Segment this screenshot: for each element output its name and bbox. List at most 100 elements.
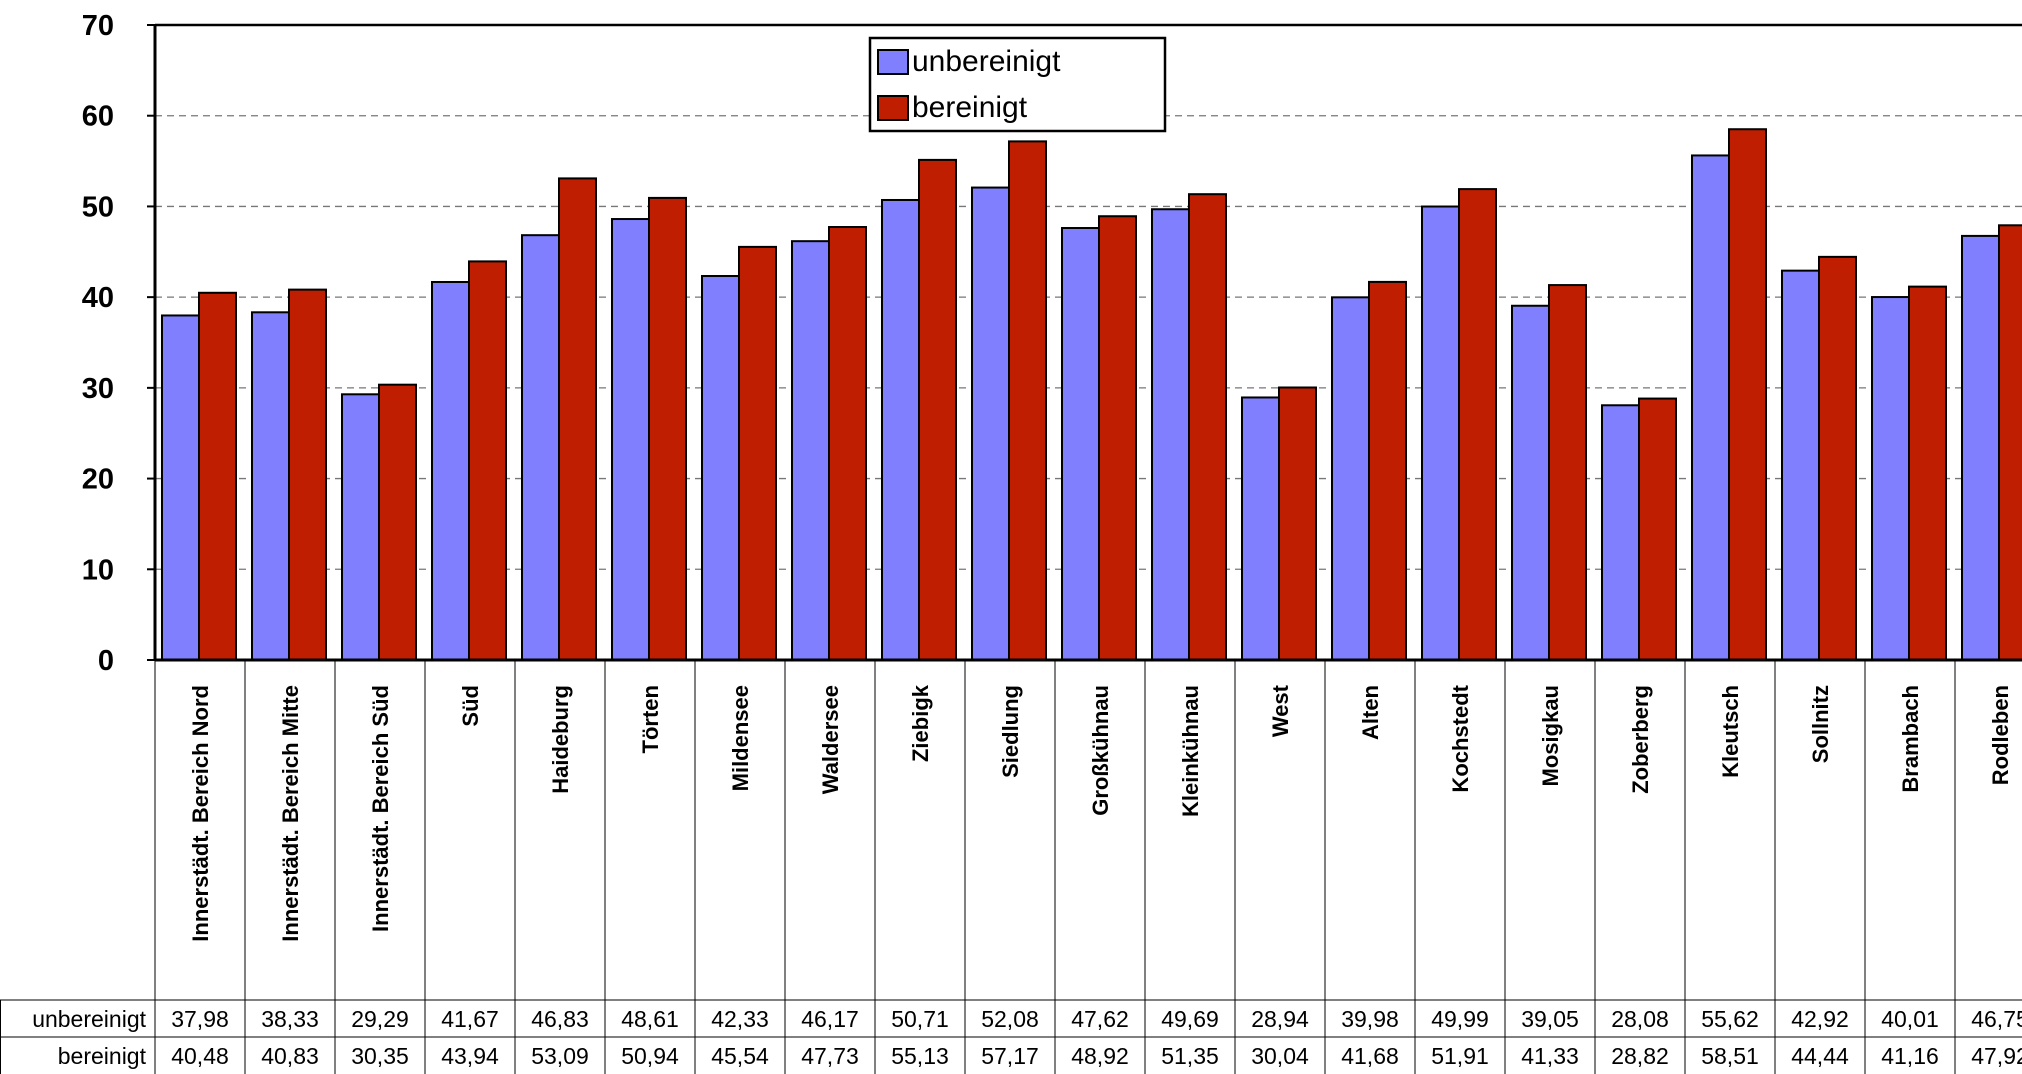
bar-bereinigt [468,260,507,661]
bar-bereinigt [288,288,327,661]
bar-bereinigt [1818,255,1857,661]
bar-unbereinigt [341,393,380,661]
table-cell-unbereinigt: 40,01 [1881,1006,1939,1032]
bar-unbereinigt [521,234,560,661]
bar-unbereinigt [1151,208,1190,661]
table-cell-unbereinigt: 49,99 [1431,1006,1489,1032]
bar-bereinigt [1638,397,1677,661]
table-cell-unbereinigt: 50,71 [891,1006,949,1032]
table-cell-unbereinigt: 38,33 [261,1006,319,1032]
bar-unbereinigt [1691,154,1730,661]
category-labels: Innerstädt. Bereich Nord Innerstädt. Bere… [188,684,2013,941]
bar-unbereinigt [1061,227,1100,661]
bar-unbereinigt [161,314,200,661]
table-cell-bereinigt: 55,13 [891,1043,949,1069]
y-tick-label: 10 [82,554,114,586]
category-label: Kleinkühnau [1178,685,1203,817]
y-axis: 0 10 20 30 40 50 60 70 [82,10,155,677]
category-label: Großkühnau [1088,685,1113,816]
table-cell-bereinigt: 58,51 [1701,1043,1759,1069]
bar-unbereinigt [1421,205,1460,661]
table-cell-bereinigt: 45,54 [711,1043,769,1069]
table-cell-bereinigt: 30,04 [1251,1043,1309,1069]
bar-unbereinigt [1241,396,1280,661]
bar-unbereinigt [1511,304,1550,661]
bar-unbereinigt [431,280,470,661]
y-tick-label: 40 [82,282,114,314]
table-cell-unbereinigt: 46,75 [1971,1006,2022,1032]
y-tick-label: 0 [98,645,114,677]
bar-bereinigt [1008,140,1047,662]
category-label: Kleutsch [1718,685,1743,778]
table-cell-unbereinigt: 48,61 [621,1006,679,1032]
bar-unbereinigt [1871,296,1910,661]
bar-unbereinigt [611,218,650,661]
table-cell-bereinigt: 53,09 [531,1043,589,1069]
y-tick-label: 20 [82,464,114,496]
table-cell-unbereinigt: 39,98 [1341,1006,1399,1032]
category-label: Zoberberg [1628,685,1653,794]
table-cell-unbereinigt: 42,92 [1791,1006,1849,1032]
category-label: Waldersee [818,685,843,794]
bar-bereinigt [1998,224,2022,661]
category-label: Innerstädt. Bereich Nord [188,685,213,942]
category-label: Rodleben [1988,685,2013,785]
table-cell-unbereinigt: 55,62 [1701,1006,1759,1032]
table-cell-bereinigt: 41,16 [1881,1043,1939,1069]
table-row-label-unbereinigt: unbereinigt [32,1006,146,1032]
legend-label-unbereinigt: unbereinigt [912,45,1061,78]
bar-bereinigt [738,245,777,661]
bar-unbereinigt [971,186,1010,661]
bar-bereinigt [1458,188,1497,661]
table-cell-bereinigt: 57,17 [981,1043,1039,1069]
bar-bereinigt [558,177,597,661]
table-cell-unbereinigt: 42,33 [711,1006,769,1032]
table-cell-unbereinigt: 39,05 [1521,1006,1579,1032]
plot-frame [153,23,2022,662]
category-label: Brambach [1898,685,1923,793]
category-label: Ziebigk [908,684,933,762]
bar-unbereinigt [881,198,920,661]
category-label: Innerstädt. Bereich Mitte [278,685,303,942]
category-label: Kochstedt [1448,684,1473,792]
table-cell-unbereinigt: 49,69 [1161,1006,1219,1032]
legend-box [868,36,1167,133]
bar-bereinigt [378,383,417,661]
table-cell-bereinigt: 51,35 [1161,1043,1219,1069]
table-cell-unbereinigt: 41,67 [441,1006,499,1032]
y-tick-label: 70 [82,10,114,42]
table-cell-bereinigt: 30,35 [351,1043,409,1069]
category-label: Törten [638,685,663,753]
bar-bereinigt [918,158,957,661]
category-label: West [1268,684,1293,737]
category-label: Innerstädt. Bereich Süd [368,685,393,932]
table-cell-bereinigt: 41,68 [1341,1043,1399,1069]
bar-unbereinigt [1781,269,1820,661]
legend-swatch-bereinigt [877,95,909,121]
bar-bereinigt [198,291,237,661]
table-cell-bereinigt: 44,44 [1791,1043,1849,1069]
bar-bereinigt [1548,284,1587,661]
category-label: Mosigkau [1538,685,1563,786]
legend-swatch-unbereinigt [877,49,909,75]
bar-bereinigt [1368,280,1407,661]
category-label: Sollnitz [1808,685,1833,763]
y-tick-label: 30 [82,373,114,405]
table-cell-unbereinigt: 28,94 [1251,1006,1309,1032]
y-tick-label: 50 [82,191,114,223]
table-cell-bereinigt: 40,48 [171,1043,229,1069]
table-cell-bereinigt: 43,94 [441,1043,499,1069]
category-label: Alten [1358,685,1383,740]
category-label: Süd [458,685,483,727]
table-cell-unbereinigt: 28,08 [1611,1006,1669,1032]
table-cell-bereinigt: 28,82 [1611,1043,1669,1069]
table-cell-bereinigt: 47,73 [801,1043,859,1069]
table-cell-bereinigt: 40,83 [261,1043,319,1069]
table-cell-unbereinigt: 52,08 [981,1006,1039,1032]
bar-unbereinigt [251,311,290,661]
legend: unbereinigt bereinigt [868,36,1167,133]
data-table: unbereinigt bereinigt 37,98 40,48 38,33 40,83… [0,660,2022,1074]
table-cell-unbereinigt: 46,83 [531,1006,589,1032]
bar-unbereinigt [1601,404,1640,661]
